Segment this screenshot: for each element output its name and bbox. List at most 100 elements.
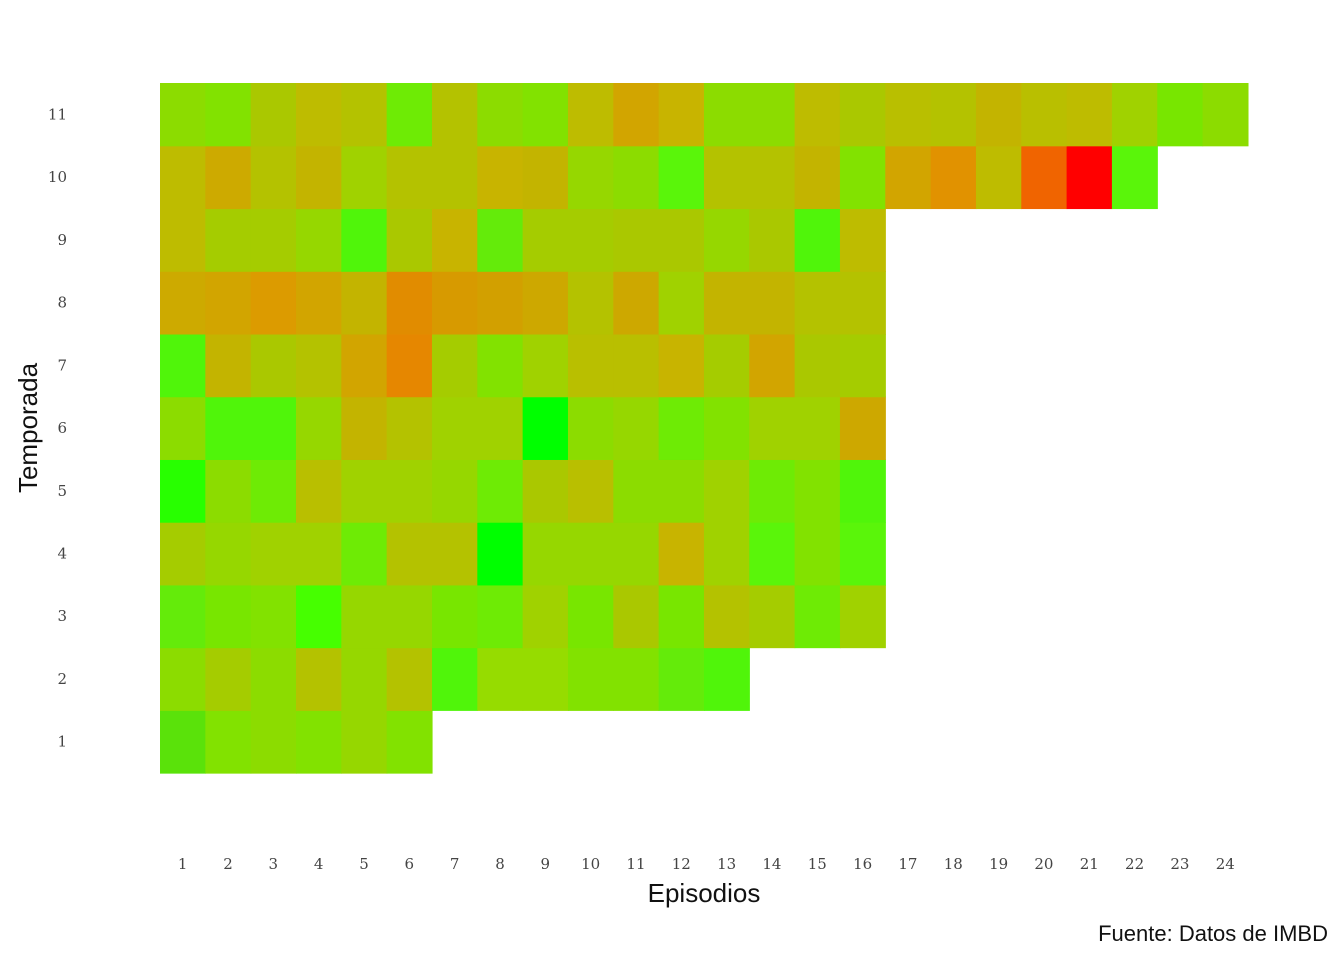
x-tick-label: 24 [1216, 855, 1235, 873]
heatmap-cell-s3-e8 [477, 584, 524, 649]
heatmap-cell-s11-e7 [431, 83, 478, 147]
x-tick-label: 20 [1034, 855, 1053, 873]
heatmap-cell-s8-e12 [658, 271, 705, 335]
heatmap-cell-s7-e3 [250, 333, 297, 398]
heatmap-cell-s10-e21 [1066, 145, 1113, 210]
heatmap-cell-s11-e16 [839, 83, 886, 147]
heatmap-cell-s6-e8 [477, 396, 524, 460]
heatmap-cell-s2-e9 [522, 647, 569, 711]
heatmap-cell-s10-e2 [205, 145, 252, 210]
heatmap-cell-s2-e5 [341, 647, 388, 711]
heatmap-cell-s8-e13 [703, 271, 750, 335]
heatmap-cell-s7-e8 [477, 333, 524, 398]
heatmap-cell-s3-e14 [749, 584, 796, 649]
y-tick-label: 6 [57, 419, 67, 437]
heatmap-cell-s7-e7 [431, 333, 478, 398]
heatmap-cell-s4-e4 [295, 522, 342, 586]
heatmap-cell-s7-e15 [794, 333, 841, 398]
x-tick-label: 5 [359, 855, 369, 873]
heatmap-cell-s8-e15 [794, 271, 841, 335]
heatmap-cell-s5-e12 [658, 459, 705, 523]
heatmap-cell-s2-e6 [386, 647, 433, 711]
heatmap-cell-s11-e20 [1021, 83, 1068, 147]
heatmap-cell-s4-e7 [431, 522, 478, 586]
heatmap-cell-s5-e6 [386, 459, 433, 523]
heatmap-tiles [160, 83, 1249, 774]
heatmap-cell-s10-e9 [522, 145, 569, 210]
heatmap-cell-s7-e16 [839, 333, 886, 398]
heatmap-cell-s2-e7 [431, 647, 478, 711]
heatmap-cell-s7-e1 [160, 333, 206, 398]
heatmap-cell-s5-e16 [839, 459, 886, 523]
heatmap-cell-s8-e11 [613, 271, 660, 335]
heatmap-cell-s11-e5 [341, 83, 388, 147]
heatmap-cell-s4-e6 [386, 522, 433, 586]
heatmap-cell-s4-e15 [794, 522, 841, 586]
heatmap-cell-s11-e9 [522, 83, 569, 147]
y-tick-label: 8 [57, 294, 67, 312]
heatmap-cell-s9-e4 [295, 208, 342, 272]
heatmap-cell-s9-e12 [658, 208, 705, 272]
y-tick-label: 1 [57, 733, 67, 751]
x-tick-label: 13 [717, 855, 736, 873]
heatmap-cell-s10-e14 [749, 145, 796, 210]
heatmap-cell-s11-e22 [1111, 83, 1158, 147]
y-tick-label: 2 [57, 670, 67, 688]
heatmap-cell-s10-e15 [794, 145, 841, 210]
heatmap-cell-s5-e13 [703, 459, 750, 523]
x-tick-label: 4 [314, 855, 324, 873]
heatmap-cell-s11-e8 [477, 83, 524, 147]
heatmap-cell-s7-e13 [703, 333, 750, 398]
heatmap-cell-s2-e12 [658, 647, 705, 711]
heatmap-cell-s2-e10 [567, 647, 614, 711]
heatmap-cell-s6-e15 [794, 396, 841, 460]
y-tick-label: 11 [48, 105, 67, 123]
x-tick-label: 12 [672, 855, 691, 873]
heatmap-cell-s9-e13 [703, 208, 750, 272]
heatmap-cell-s10-e7 [431, 145, 478, 210]
heatmap-cell-s10-e5 [341, 145, 388, 210]
heatmap-cell-s9-e14 [749, 208, 796, 272]
heatmap-cell-s8-e16 [839, 271, 886, 335]
heatmap-cell-s11-e4 [295, 83, 342, 147]
x-tick-label: 2 [223, 855, 233, 873]
heatmap-cell-s7-e14 [749, 333, 796, 398]
heatmap-cell-s9-e7 [431, 208, 478, 272]
x-tick-label: 17 [898, 855, 917, 873]
heatmap-cell-s5-e9 [522, 459, 569, 523]
heatmap-cell-s1-e6 [386, 710, 433, 774]
x-tick-label: 8 [495, 855, 505, 873]
heatmap-cell-s3-e16 [839, 584, 886, 649]
heatmap-cell-s5-e11 [613, 459, 660, 523]
heatmap-cell-s6-e1 [160, 396, 206, 460]
heatmap-cell-s8-e8 [477, 271, 524, 335]
heatmap-cell-s6-e13 [703, 396, 750, 460]
heatmap-cell-s1-e5 [341, 710, 388, 774]
heatmap-cell-s11-e21 [1066, 83, 1113, 147]
heatmap-cell-s11-e24 [1202, 83, 1249, 147]
heatmap-cell-s10-e3 [250, 145, 297, 210]
x-tick-label: 10 [581, 855, 600, 873]
heatmap-cell-s10-e8 [477, 145, 524, 210]
heatmap-cell-s11-e3 [250, 83, 297, 147]
x-axis-title: Episodios [648, 878, 761, 908]
heatmap-cell-s10-e4 [295, 145, 342, 210]
heatmap-cell-s7-e11 [613, 333, 660, 398]
x-tick-label: 6 [405, 855, 415, 873]
heatmap-cell-s8-e2 [205, 271, 252, 335]
heatmap-cell-s8-e4 [295, 271, 342, 335]
chart-caption: Fuente: Datos de IMBD [1098, 921, 1328, 946]
y-tick-label: 9 [57, 231, 67, 249]
heatmap-cell-s9-e15 [794, 208, 841, 272]
heatmap-cell-s11-e23 [1157, 83, 1204, 147]
heatmap-cell-s2-e11 [613, 647, 660, 711]
x-tick-label: 22 [1125, 855, 1144, 873]
heatmap-cell-s3-e10 [567, 584, 614, 649]
heatmap-cell-s5-e8 [477, 459, 524, 523]
x-axis-ticks: 1 2 3 4 5 6 7 8 9 10 11 12 13 14 15 16 17 18 19 20 21 22 23 24 [178, 855, 1235, 873]
heatmap-cell-s3-e5 [341, 584, 388, 649]
heatmap-cell-s4-e10 [567, 522, 614, 586]
heatmap-cell-s8-e3 [250, 271, 297, 335]
heatmap-cell-s6-e9 [522, 396, 569, 460]
heatmap-cell-s10-e11 [613, 145, 660, 210]
